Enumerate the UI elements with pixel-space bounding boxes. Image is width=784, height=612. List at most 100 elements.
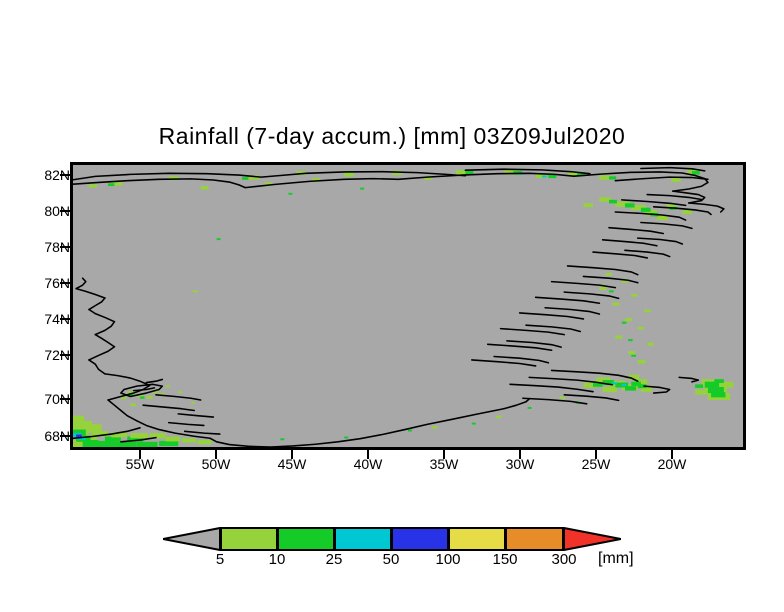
coastline-path bbox=[142, 404, 196, 412]
rainfall-cell bbox=[95, 440, 115, 447]
colorbar-segment[interactable] bbox=[448, 527, 506, 551]
rainfall-cell bbox=[73, 429, 86, 436]
coastline-path bbox=[573, 171, 696, 177]
rainfall-cell bbox=[120, 396, 127, 400]
coastline-path bbox=[107, 399, 138, 422]
coastline-path bbox=[620, 199, 687, 207]
colorbar-segment[interactable] bbox=[391, 527, 449, 551]
coastline-path bbox=[73, 178, 247, 189]
rainfall-cell bbox=[621, 279, 629, 283]
rainfall-cell bbox=[149, 433, 166, 439]
rainfall-cell bbox=[628, 351, 636, 355]
x-tick-mark bbox=[519, 450, 521, 459]
y-tick-label: 70N bbox=[44, 391, 70, 407]
rainfall-cell bbox=[717, 381, 734, 388]
rainfall-cell bbox=[465, 171, 474, 175]
colorbar-tick-label: 150 bbox=[492, 551, 518, 568]
coastline-path bbox=[183, 430, 221, 435]
coastline-path bbox=[94, 320, 116, 336]
coastline-path bbox=[608, 226, 665, 235]
coastline-path bbox=[88, 308, 116, 323]
rainfall-cell bbox=[112, 181, 123, 186]
rainfall-cell bbox=[621, 383, 627, 386]
colorbar-segment[interactable] bbox=[277, 527, 335, 551]
y-tick-mark bbox=[60, 282, 70, 284]
rainfall-cell bbox=[527, 406, 532, 409]
map-plot-area[interactable] bbox=[70, 162, 746, 450]
rainfall-cell bbox=[165, 385, 170, 388]
rainfall-cell bbox=[583, 203, 594, 208]
rainfall-cell bbox=[612, 302, 620, 306]
rainfall-cell bbox=[707, 386, 724, 394]
rainfall-cell bbox=[159, 393, 165, 396]
coastline-path bbox=[640, 166, 706, 172]
colorbar-segment[interactable] bbox=[334, 527, 392, 551]
coastline-path bbox=[471, 359, 537, 367]
coastline-path bbox=[132, 387, 156, 392]
x-tick-label: 35W bbox=[429, 456, 459, 472]
coastline-path bbox=[550, 280, 617, 289]
rainfall-cell bbox=[682, 210, 692, 215]
rainfall-cell bbox=[127, 436, 144, 442]
rainfall-cell bbox=[423, 176, 432, 180]
rainfall-cell bbox=[609, 199, 617, 204]
y-tick-mark bbox=[60, 174, 70, 176]
rainfall-cell bbox=[159, 440, 179, 447]
rainfall-cell bbox=[192, 290, 198, 293]
coastline-path bbox=[643, 385, 671, 394]
x-tick-mark bbox=[595, 450, 597, 459]
coastline-path bbox=[94, 333, 116, 348]
colorbar-segment[interactable] bbox=[220, 527, 278, 551]
rainfall-cell bbox=[312, 178, 321, 182]
rainfall-cell bbox=[656, 215, 669, 221]
rainfall-cell bbox=[628, 374, 640, 380]
coastline-path bbox=[75, 277, 87, 290]
rainfall-cell bbox=[248, 175, 260, 180]
rainfall-cell bbox=[640, 207, 651, 212]
coastline-path bbox=[177, 413, 215, 418]
x-tick-label: 45W bbox=[277, 456, 307, 472]
rainfall-cell bbox=[455, 170, 468, 175]
rainfall-cell bbox=[548, 174, 557, 179]
colorbar-segment[interactable] bbox=[505, 527, 564, 551]
coastline-path bbox=[88, 359, 106, 375]
rainfall-cell bbox=[280, 438, 285, 441]
x-tick-label: 40W bbox=[353, 456, 383, 472]
rainfall-cell bbox=[111, 432, 128, 438]
y-tick-label: 80N bbox=[44, 203, 70, 219]
coastline-path bbox=[518, 312, 585, 320]
colorbar-tick-label: 25 bbox=[325, 551, 343, 568]
x-tick-mark bbox=[215, 450, 217, 459]
coastline-path bbox=[582, 275, 639, 284]
rainfall-cell bbox=[612, 382, 617, 385]
coastline-path bbox=[104, 373, 151, 387]
coastline-path bbox=[120, 383, 164, 398]
x-tick-label: 50W bbox=[201, 456, 231, 472]
rainfall-cell bbox=[73, 415, 85, 421]
rainfall-cell bbox=[88, 184, 97, 188]
coastline-path bbox=[75, 287, 106, 299]
rainfall-cell bbox=[130, 403, 136, 407]
colorbar-tick-label: 5 bbox=[215, 551, 225, 568]
rainfall-cell bbox=[165, 436, 180, 442]
rainfall-cell bbox=[621, 321, 627, 324]
coastline-path bbox=[244, 177, 400, 189]
y-tick-mark bbox=[60, 398, 70, 400]
rainfall-cell bbox=[631, 354, 637, 357]
colorbar-tick-label: 300 bbox=[551, 551, 577, 568]
rainfall-cell bbox=[392, 171, 402, 175]
colorbar-units-label: [mm] bbox=[598, 550, 634, 567]
rainfall-cell bbox=[624, 203, 635, 208]
rainfall-cell bbox=[242, 177, 249, 180]
coastline-path bbox=[678, 376, 700, 383]
coastline-path bbox=[509, 383, 594, 393]
rainfall-cell bbox=[631, 381, 641, 386]
rainfall-cell bbox=[82, 440, 99, 447]
x-tick-mark bbox=[367, 450, 369, 459]
coastline-path bbox=[209, 437, 250, 447]
coastline-path bbox=[601, 239, 658, 247]
rainfall-cell bbox=[140, 396, 145, 399]
rainfall-cell bbox=[130, 433, 148, 439]
colorbar[interactable] bbox=[162, 527, 622, 551]
coastline-path bbox=[493, 355, 550, 364]
